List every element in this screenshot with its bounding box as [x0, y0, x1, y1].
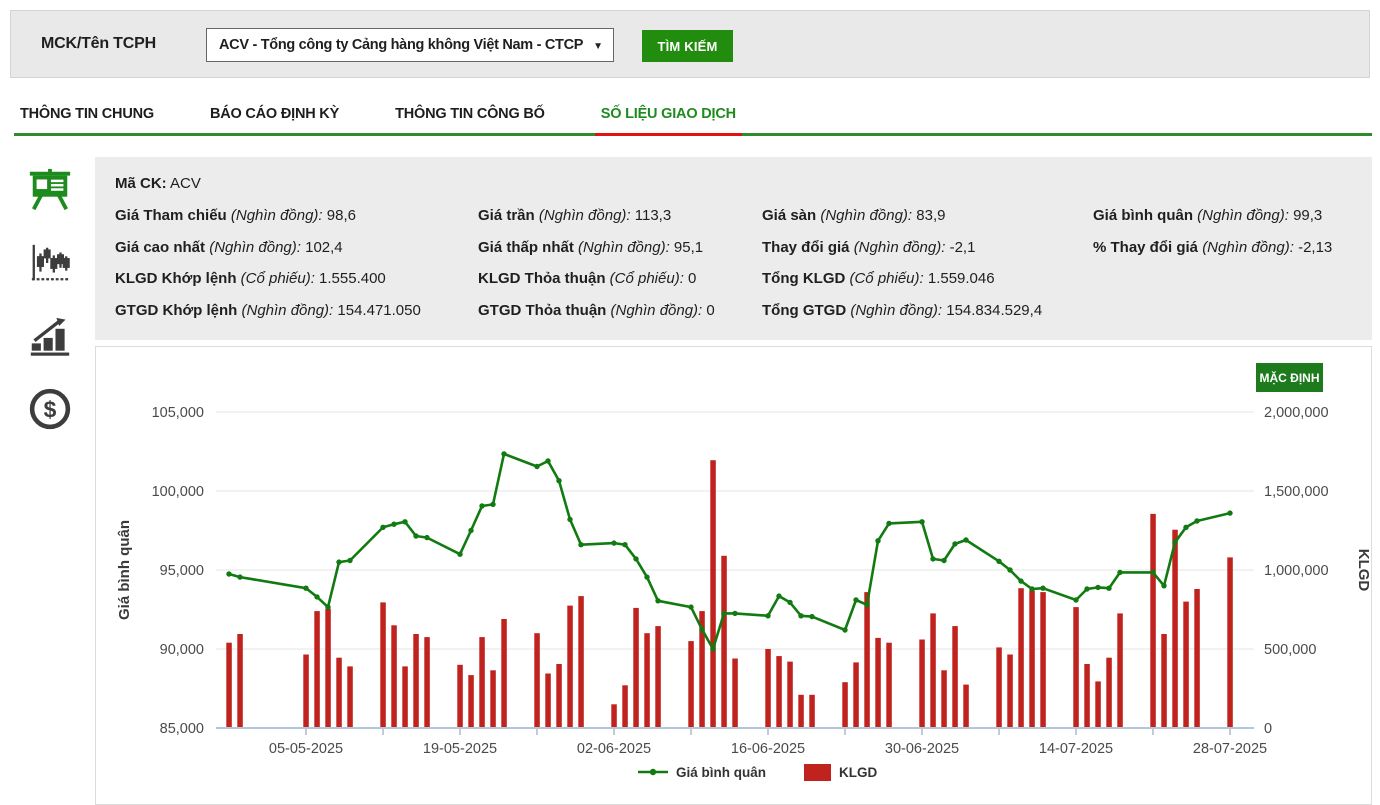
stock-code-value: ACV	[170, 175, 201, 192]
tab-3[interactable]: SỐ LIỆU GIAO DỊCH	[595, 100, 742, 133]
stat-cell: Giá thấp nhất (Nghìn đồng): 95,1	[478, 238, 704, 256]
stat-cell: Tổng KLGD (Cổ phiếu): 1.559.046	[762, 270, 995, 287]
sidebar-item-value[interactable]: $	[28, 387, 72, 436]
svg-text:02-06-2025: 02-06-2025	[577, 741, 651, 757]
stat-cell: GTGD Khớp lệnh (Nghìn đồng): 154.471.050	[115, 301, 421, 319]
svg-text:500,000: 500,000	[1264, 642, 1316, 658]
svg-text:Giá bình quân: Giá bình quân	[676, 765, 766, 780]
tab-2[interactable]: THÔNG TIN CÔNG BỐ	[395, 106, 545, 122]
stock-summary-panel: Mã CK: ACV Giá Tham chiếu (Nghìn đồng): …	[95, 157, 1372, 340]
svg-text:100,000: 100,000	[152, 484, 204, 500]
svg-text:05-05-2025: 05-05-2025	[269, 741, 343, 757]
svg-text:28-07-2025: 28-07-2025	[1193, 741, 1267, 757]
stock-code-line: Mã CK: ACV	[115, 171, 1372, 202]
stats-row: Giá Tham chiếu (Nghìn đồng): 98,6 Giá trầ…	[115, 202, 1372, 234]
default-range-button[interactable]: MẶC ĐỊNH	[1256, 363, 1323, 392]
bar-chart-arrow-icon	[29, 317, 71, 363]
svg-text:14-07-2025: 14-07-2025	[1039, 741, 1113, 757]
svg-text:85,000: 85,000	[160, 721, 204, 737]
svg-text:2,000,000: 2,000,000	[1264, 405, 1329, 421]
stat-cell: KLGD Khớp lệnh (Cổ phiếu): 1.555.400	[115, 270, 386, 287]
stat-cell: Giá sàn (Nghìn đồng): 83,9	[762, 207, 946, 224]
tab-bar: THÔNG TIN CHUNG BÁO CÁO ĐỊNH KỲ THÔNG TIN …	[14, 100, 1372, 136]
svg-text:19-05-2025: 19-05-2025	[423, 741, 497, 757]
sidebar-item-volume-chart[interactable]	[29, 315, 71, 364]
tab-0[interactable]: THÔNG TIN CHUNG	[20, 106, 154, 122]
svg-text:1,500,000: 1,500,000	[1264, 484, 1329, 500]
ticker-select[interactable]: ACV - Tổng công ty Cảng hàng không Việt …	[206, 28, 614, 62]
search-toolbar: MCK/Tên TCPH ACV - Tổng công ty Cảng hàn…	[10, 10, 1370, 78]
svg-text:0: 0	[1264, 721, 1272, 737]
svg-text:1,000,000: 1,000,000	[1264, 563, 1329, 579]
ticker-select-value: ACV - Tổng công ty Cảng hàng không Việt …	[219, 37, 584, 53]
stat-cell: Giá trần (Nghìn đồng): 113,3	[478, 207, 672, 224]
ticker-select-label: MCK/Tên TCPH	[41, 35, 156, 52]
stat-cell: GTGD Thỏa thuận (Nghìn đồng): 0	[478, 301, 715, 319]
candlestick-chart-icon	[29, 244, 71, 288]
svg-text:16-06-2025: 16-06-2025	[731, 741, 805, 757]
svg-text:90,000: 90,000	[160, 642, 204, 658]
stat-cell: Tổng GTGD (Nghìn đồng): 154.834.529,4	[762, 301, 1043, 319]
chevron-down-icon: ▼	[593, 41, 603, 52]
stat-cell: KLGD Thỏa thuận (Cổ phiếu): 0	[478, 270, 697, 287]
svg-text:$: $	[44, 396, 57, 422]
tab-1[interactable]: BÁO CÁO ĐỊNH KỲ	[209, 106, 340, 122]
stat-cell: Giá cao nhất (Nghìn đồng): 102,4	[115, 238, 343, 256]
sidebar-item-trading-data[interactable]	[27, 166, 73, 219]
stats-row: GTGD Khớp lệnh (Nghìn đồng): 154.471.050…	[115, 297, 1372, 329]
stats-row: Giá cao nhất (Nghìn đồng): 102,4 Giá thấp…	[115, 234, 1372, 266]
svg-text:KLGD: KLGD	[839, 765, 877, 780]
stats-row: KLGD Khớp lệnh (Cổ phiếu): 1.555.400 KLGD…	[115, 265, 1372, 297]
stock-code-label: Mã CK:	[115, 175, 167, 192]
svg-text:95,000: 95,000	[160, 563, 204, 579]
svg-text:Giá bình quân: Giá bình quân	[116, 520, 133, 620]
stock-stats-grid: Giá Tham chiếu (Nghìn đồng): 98,6 Giá trầ…	[115, 202, 1372, 328]
svg-text:105,000: 105,000	[152, 405, 204, 421]
stat-cell: Giá bình quân (Nghìn đồng): 99,3	[1093, 207, 1323, 224]
svg-text:KLGD: KLGD	[1355, 549, 1372, 592]
stat-cell: Thay đổi giá (Nghìn đồng): -2,1	[762, 238, 976, 256]
chart-canvas: 85,000 90,000 95,000 100,000 105,000 0 500,000…	[116, 405, 1372, 781]
svg-text:30-06-2025: 30-06-2025	[885, 741, 959, 757]
presentation-chart-icon	[27, 168, 73, 218]
chart-panel: MẶC ĐỊNH 85,000 90,000 95,000 100,000 105,00…	[95, 346, 1372, 805]
stat-cell: Giá Tham chiếu (Nghìn đồng): 98,6	[115, 207, 356, 224]
sidebar-item-candlestick-chart[interactable]	[29, 242, 71, 289]
stat-cell: % Thay đổi giá (Nghìn đồng): -2,13	[1093, 238, 1333, 256]
dollar-coin-icon: $	[28, 388, 72, 435]
search-button[interactable]: TÌM KIẾM	[642, 30, 733, 62]
